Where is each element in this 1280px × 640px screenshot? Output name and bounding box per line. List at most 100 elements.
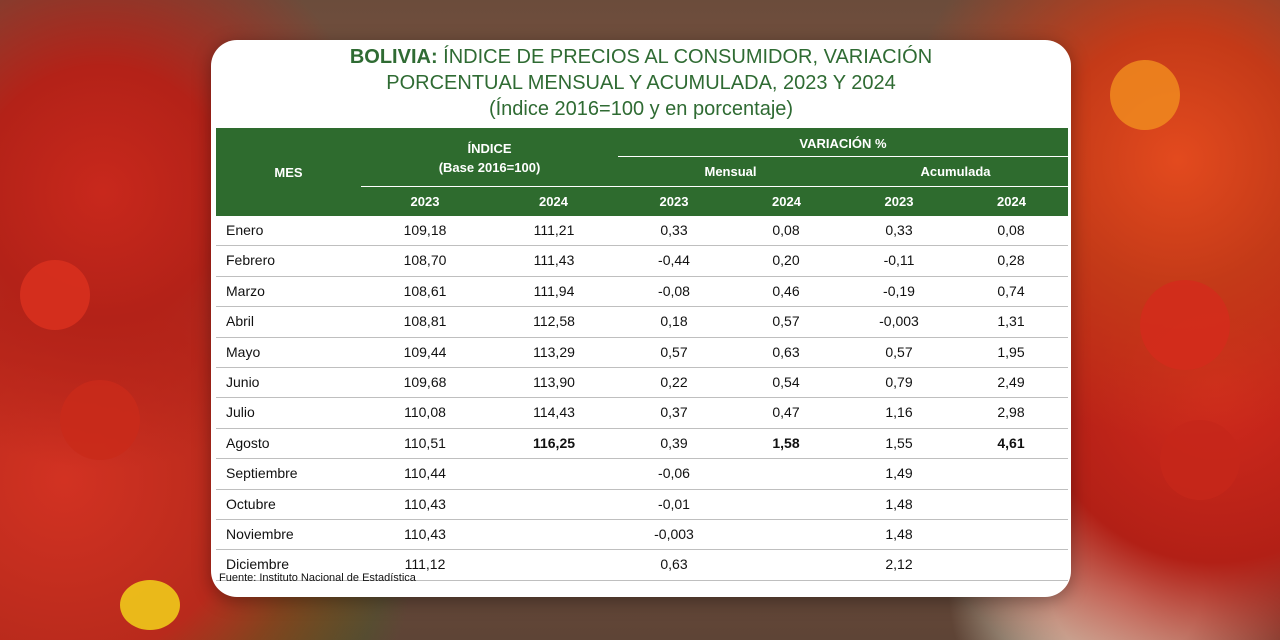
title-line-3: (Índice 2016=100 y en porcentaje)	[488, 98, 794, 120]
background-produce	[1160, 420, 1240, 500]
cell-indice-2023: 109,68	[403, 373, 447, 390]
background-produce	[1110, 60, 1180, 130]
table-row: Mayo 109,44 113,29 0,57 0,63 0,57 1,95	[216, 338, 1068, 368]
cell-mensual-2024: 0,54	[772, 373, 800, 390]
title-country: BOLIVIA:	[349, 46, 438, 68]
cell-mes: Junio	[226, 373, 260, 390]
cell-mensual-2024: 0,20	[772, 252, 800, 269]
cell-acumulada-2024: 4,61	[997, 434, 1025, 451]
cell-indice-2024: 116,25	[532, 434, 576, 451]
cell-mensual-2023: -0,08	[658, 282, 690, 299]
cell-indice-2024: 111,21	[533, 222, 575, 238]
cell-acumulada-2023: 1,48	[885, 495, 913, 512]
cell-indice-2023: 110,43	[404, 495, 446, 512]
header-acumulada: Acumulada	[920, 164, 991, 179]
cell-mensual-2024: 0,63	[772, 343, 800, 360]
header-mensual: Mensual	[704, 164, 757, 179]
cell-acumulada-2023: -0,003	[879, 313, 919, 330]
cell-mensual-2023: 0,33	[660, 222, 688, 238]
cell-acumulada-2023: 0,33	[885, 222, 913, 238]
cell-mensual-2023: -0,003	[654, 525, 694, 542]
cell-acumulada-2024: 0,28	[997, 252, 1025, 269]
cell-indice-2024: 111,43	[533, 252, 575, 269]
table-row: Julio 110,08 114,43 0,37 0,47 1,16 2,98	[216, 398, 1068, 429]
table-row: Abril 108,81 112,58 0,18 0,57 -0,003 1,3…	[216, 307, 1068, 338]
cell-acumulada-2023: 1,48	[885, 525, 913, 542]
cell-mensual-2023: 0,18	[660, 313, 688, 330]
header-year: 2023	[410, 194, 440, 209]
table-row: Enero 109,18 111,21 0,33 0,08 0,33 0,08	[216, 216, 1068, 247]
cell-acumulada-2024: 2,98	[997, 404, 1025, 421]
cell-acumulada-2024: 0,08	[997, 222, 1025, 238]
cell-mensual-2023: 0,37	[660, 404, 688, 421]
cell-mes: Marzo	[226, 282, 265, 299]
cell-acumulada-2023: -0,11	[883, 252, 915, 269]
cell-mensual-2023: -0,44	[658, 252, 690, 269]
cell-mes: Septiembre	[226, 465, 298, 482]
header-year: 2023	[884, 194, 914, 209]
cell-mes: Enero	[226, 222, 264, 238]
cell-indice-2024: 113,90	[533, 373, 575, 390]
header-year: 2023	[659, 194, 689, 209]
title-line-2: PORCENTUAL MENSUAL Y ACUMULADA, 2023 Y 2…	[386, 72, 896, 94]
header-divider	[618, 156, 1068, 157]
cell-acumulada-2024: 2,49	[997, 373, 1025, 390]
cell-mensual-2023: 0,57	[660, 343, 688, 360]
cell-mes: Agosto	[226, 434, 270, 451]
cell-mes: Octubre	[226, 495, 276, 512]
cell-mensual-2024: 0,08	[772, 222, 800, 238]
cell-indice-2023: 111,12	[404, 556, 446, 573]
cell-mensual-2024: 0,46	[772, 282, 800, 299]
cell-acumulada-2023: 1,49	[885, 465, 913, 482]
cell-acumulada-2023: 1,55	[885, 434, 913, 451]
table-row: Junio 109,68 113,90 0,22 0,54 0,79 2,49	[216, 368, 1068, 399]
table-row: Septiembre 110,44 -0,06 1,49	[216, 459, 1068, 490]
cell-indice-2023: 108,61	[403, 282, 447, 299]
header-indice-base: (Base 2016=100)	[438, 160, 541, 175]
cell-acumulada-2023: -0,19	[883, 282, 915, 299]
background-produce	[1140, 280, 1230, 370]
background-produce	[20, 260, 90, 330]
cell-mensual-2023: -0,01	[658, 495, 690, 512]
cell-acumulada-2023: 0,57	[885, 343, 913, 360]
header-variacion: VARIACIÓN %	[799, 136, 887, 151]
cell-indice-2023: 108,81	[403, 313, 447, 330]
cell-acumulada-2023: 2,12	[885, 556, 913, 573]
cell-mes: Abril	[226, 313, 255, 330]
cell-indice-2023: 110,44	[404, 465, 446, 482]
table-row: Octubre 110,43 -0,01 1,48	[216, 490, 1068, 520]
cell-indice-2023: 110,08	[404, 404, 446, 421]
table-body: Enero 109,18 111,21 0,33 0,08 0,33 0,08 …	[216, 216, 1068, 581]
cell-acumulada-2024: 1,31	[997, 313, 1025, 330]
cell-mensual-2023: 0,63	[660, 556, 688, 573]
cell-indice-2024: 113,29	[533, 343, 575, 360]
table-header: MES ÍNDICE (Base 2016=100) VARIACIÓN % M…	[216, 128, 1068, 216]
table-title: BOLIVIA: ÍNDICE DE PRECIOS AL CONSUMIDOR…	[211, 44, 1071, 122]
cell-indice-2024: 114,43	[533, 404, 575, 421]
table-row: Agosto 110,51 116,25 0,39 1,58 1,55 4,61	[216, 429, 1068, 460]
cell-mes: Julio	[226, 404, 255, 421]
cell-mensual-2023: 0,22	[660, 373, 688, 390]
header-indice: ÍNDICE	[467, 141, 512, 156]
header-divider	[361, 186, 1068, 187]
header-year: 2024	[539, 194, 568, 209]
cell-indice-2023: 109,18	[403, 222, 447, 238]
cell-acumulada-2023: 0,79	[885, 373, 913, 390]
cell-indice-2023: 108,70	[403, 252, 447, 269]
cell-mensual-2024: 0,57	[772, 313, 800, 330]
background-produce	[120, 580, 180, 630]
cell-mensual-2024: 1,58	[772, 434, 800, 451]
cell-indice-2023: 110,51	[404, 434, 446, 451]
cell-mensual-2024: 0,47	[772, 404, 800, 421]
table-row: Febrero 108,70 111,43 -0,44 0,20 -0,11 0…	[216, 246, 1068, 277]
header-mes: MES	[274, 165, 303, 180]
cell-indice-2024: 112,58	[533, 313, 575, 330]
cell-indice-2024: 111,94	[533, 282, 575, 299]
cell-mes: Febrero	[226, 252, 276, 269]
cell-mes: Noviembre	[226, 525, 294, 542]
title-line-1: BOLIVIA: ÍNDICE DE PRECIOS AL CONSUMIDOR…	[211, 44, 1071, 70]
cell-acumulada-2024: 1,95	[997, 343, 1025, 360]
source-note: Fuente: Instituto Nacional de Estadístic…	[219, 572, 416, 584]
table-row: Diciembre 111,12 0,63 2,12	[216, 550, 1068, 581]
table-row: Marzo 108,61 111,94 -0,08 0,46 -0,19 0,7…	[216, 277, 1068, 308]
